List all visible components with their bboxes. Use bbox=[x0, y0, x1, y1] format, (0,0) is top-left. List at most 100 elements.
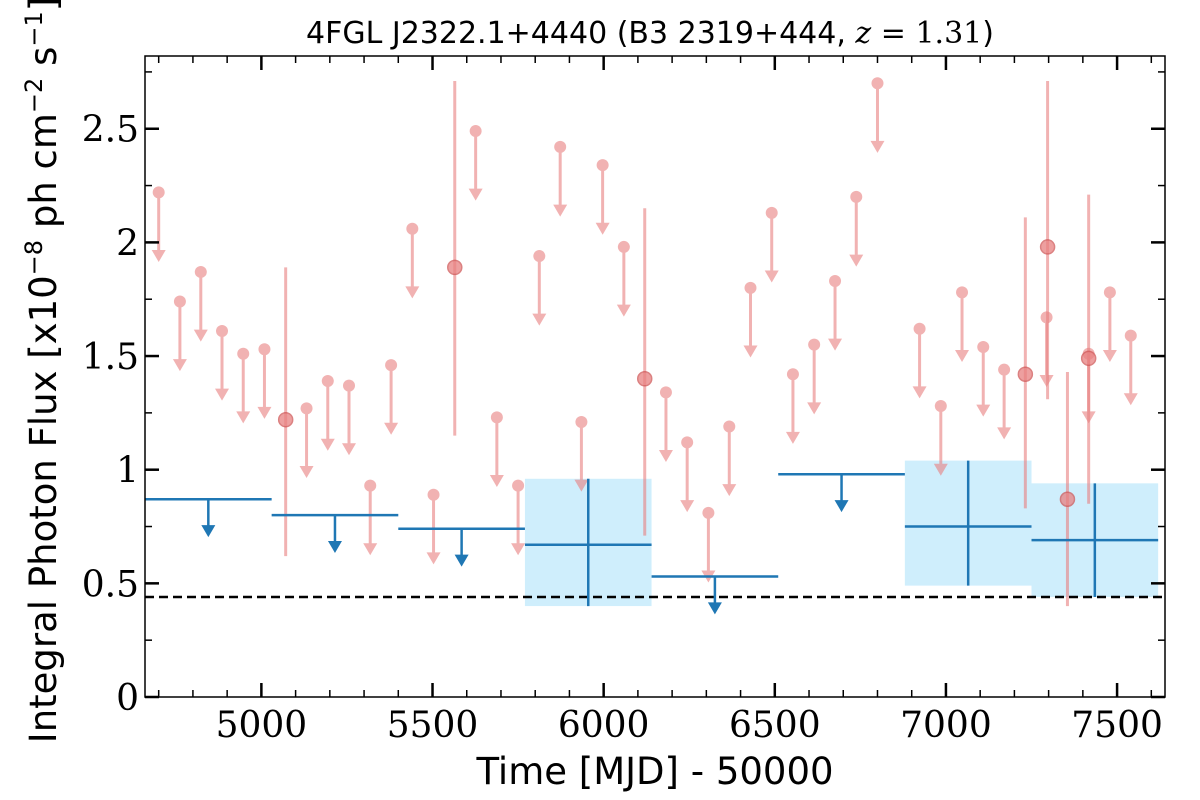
short-bin-upper-limit-25 bbox=[743, 281, 758, 358]
short-bin-upper-limit-30 bbox=[849, 190, 864, 267]
detection-marker bbox=[636, 371, 653, 387]
short-bin-detection-0 bbox=[277, 267, 294, 557]
upper-limit-arrowhead bbox=[193, 329, 208, 342]
short-bin-upper-limit-19 bbox=[595, 159, 610, 235]
upper-limit-arrowhead bbox=[363, 543, 378, 556]
detection-marker bbox=[277, 411, 294, 428]
upper-limit-marker bbox=[850, 190, 863, 203]
short-bin-detection-2 bbox=[636, 208, 653, 536]
upper-limit-marker bbox=[977, 340, 990, 353]
upper-limit-marker bbox=[659, 386, 672, 399]
upper-limit-arrowhead bbox=[997, 427, 1012, 440]
short-bin-upper-limit-39 bbox=[1102, 286, 1117, 363]
upper-limit-marker bbox=[765, 206, 778, 219]
upper-limit-arrowhead bbox=[342, 443, 356, 456]
upper-limit-arrowhead bbox=[1123, 393, 1138, 406]
upper-limit-marker bbox=[300, 402, 313, 415]
long-bin-limit-arrowhead bbox=[707, 602, 722, 615]
short-bin-upper-limit-32 bbox=[912, 322, 927, 399]
upper-limit-arrowhead bbox=[933, 463, 948, 476]
x-tick-label: 6000 bbox=[558, 705, 650, 746]
upper-limit-marker bbox=[469, 125, 482, 138]
short-bin-upper-limit-40 bbox=[1123, 329, 1138, 406]
upper-limit-marker bbox=[956, 286, 969, 299]
upper-limit-marker bbox=[871, 77, 884, 90]
upper-limit-marker bbox=[554, 140, 567, 153]
short-bin-upper-limit-16 bbox=[532, 250, 547, 326]
y-tick-label: 0 bbox=[116, 678, 139, 719]
short-bin-upper-limit-0 bbox=[151, 186, 166, 263]
upper-limit-arrowhead bbox=[870, 140, 885, 153]
upper-limit-arrowhead bbox=[468, 188, 483, 201]
upper-limit-marker bbox=[744, 281, 757, 294]
upper-limit-marker bbox=[152, 186, 165, 199]
upper-limit-arrowhead bbox=[384, 422, 399, 435]
long-bin-limit-arrowhead bbox=[201, 525, 216, 538]
upper-limit-arrowhead bbox=[532, 313, 547, 326]
upper-limit-marker bbox=[512, 479, 525, 492]
short-bin-upper-limit-31 bbox=[870, 77, 885, 153]
short-bin-upper-limit-5 bbox=[257, 343, 272, 419]
upper-limit-arrowhead bbox=[257, 406, 272, 419]
short-bin-upper-limit-34 bbox=[955, 286, 970, 363]
short-bin-upper-limit-21 bbox=[658, 386, 673, 463]
y-tick-label: 2 bbox=[116, 223, 139, 264]
short-bin-upper-limit-18 bbox=[574, 415, 589, 492]
upper-limit-marker bbox=[258, 343, 271, 356]
x-tick-label: 5500 bbox=[387, 705, 479, 746]
upper-limit-marker bbox=[617, 240, 630, 253]
upper-limit-marker bbox=[490, 411, 503, 424]
upper-limit-marker bbox=[321, 375, 334, 388]
upper-limit-marker bbox=[1103, 286, 1116, 299]
upper-limit-arrowhead bbox=[215, 388, 230, 401]
upper-limit-marker bbox=[343, 379, 355, 392]
short-bin-upper-limit-1 bbox=[172, 295, 187, 372]
short-bin-upper-limit-6 bbox=[299, 402, 314, 478]
upper-limit-marker bbox=[934, 400, 947, 413]
detection-marker bbox=[447, 259, 463, 276]
upper-limit-marker bbox=[533, 250, 546, 263]
short-bin-detection-6 bbox=[1080, 194, 1097, 504]
upper-limit-arrowhead bbox=[236, 411, 251, 424]
short-bin-upper-limit-27 bbox=[785, 368, 800, 444]
y-tick-label: 0.5 bbox=[82, 564, 139, 605]
tick-labels: 5000 5500 6000 6500 7000 7500 0 0.5 1 1.5 2 2.5 bbox=[82, 110, 1163, 746]
short-bin-upper-limit-12 bbox=[426, 488, 441, 565]
x-tick-label: 7500 bbox=[1071, 705, 1163, 746]
short-bin-upper-limit-17 bbox=[553, 140, 568, 217]
upper-limit-marker bbox=[702, 506, 715, 519]
short-bin-detection-1 bbox=[447, 81, 463, 436]
y-tick-label: 1 bbox=[116, 451, 139, 492]
upper-limit-arrowhead bbox=[320, 438, 335, 451]
long-bin-detection-2 bbox=[1031, 483, 1159, 597]
detection-marker bbox=[1080, 350, 1097, 367]
upper-limit-marker bbox=[364, 479, 377, 492]
upper-limit-arrowhead bbox=[976, 404, 991, 417]
x-tick-label: 5000 bbox=[216, 705, 308, 746]
upper-limit-arrowhead bbox=[426, 552, 441, 565]
y-tick-label: 2.5 bbox=[82, 110, 139, 151]
x-axis-title: Time [MJD] - 50000 bbox=[475, 750, 833, 793]
upper-limit-arrowhead bbox=[405, 286, 420, 299]
chart-title: 4FGL J2322.1+4440 (B3 2319+444, z = 1.31… bbox=[306, 16, 994, 51]
short-bin-upper-limit-7 bbox=[320, 375, 335, 451]
long-bin-upper-limit-4 bbox=[778, 472, 905, 513]
short-bin-upper-limit-15 bbox=[511, 479, 526, 556]
upper-limit-arrowhead bbox=[785, 431, 800, 444]
short-bin-upper-limit-4 bbox=[236, 347, 251, 424]
y-tick-label: 1.5 bbox=[82, 337, 139, 378]
long-bin-upper-limit-3 bbox=[651, 575, 779, 615]
upper-limit-marker bbox=[913, 322, 926, 335]
short-bin-upper-limit-28 bbox=[807, 338, 822, 415]
upper-limit-arrowhead bbox=[574, 479, 589, 492]
upper-limit-marker bbox=[998, 363, 1011, 376]
upper-limit-arrowhead bbox=[807, 402, 822, 415]
short-bin-upper-limit-35 bbox=[976, 340, 991, 417]
upper-limit-arrowhead bbox=[955, 350, 970, 363]
short-bin-upper-limit-10 bbox=[384, 359, 399, 435]
upper-limit-marker bbox=[808, 338, 821, 351]
upper-limit-arrowhead bbox=[489, 475, 504, 488]
upper-limit-arrowhead bbox=[743, 345, 758, 358]
upper-limit-arrowhead bbox=[172, 359, 187, 372]
